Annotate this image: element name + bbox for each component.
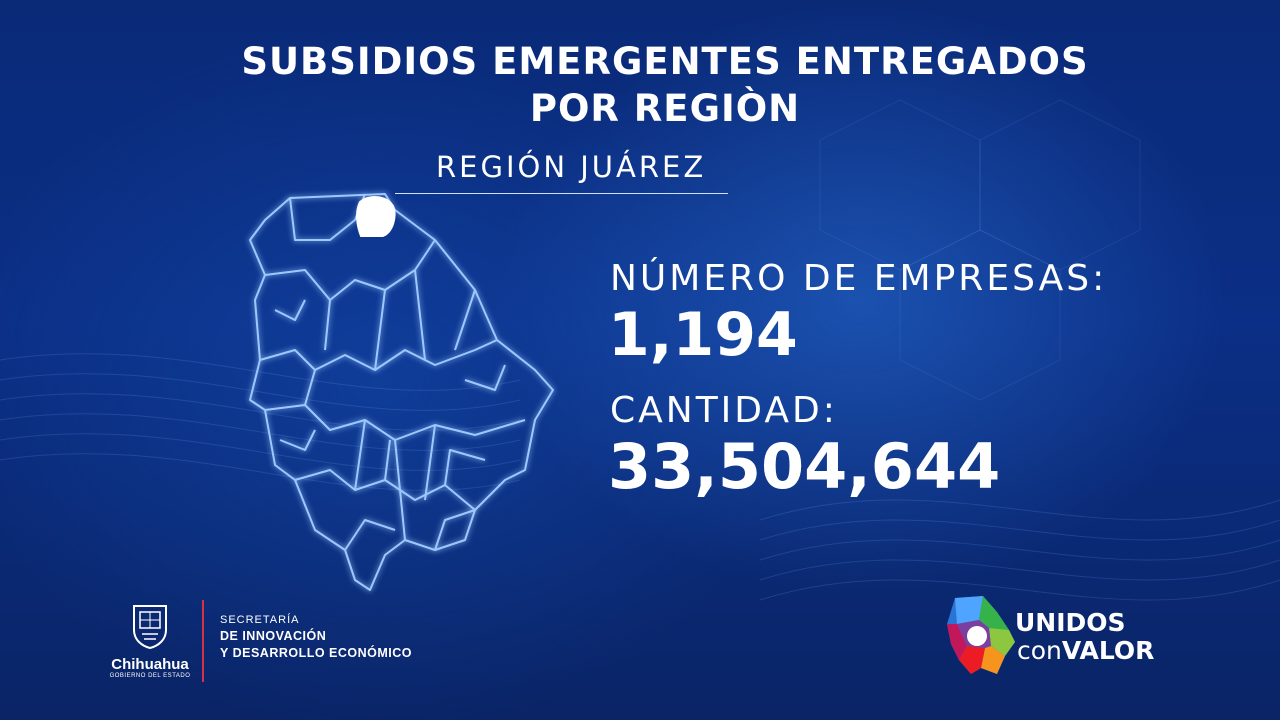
cantidad-value: 33,504,644 bbox=[608, 430, 1001, 503]
gov-subtitle: GOBIERNO DEL ESTADO bbox=[109, 673, 191, 679]
region-callout-line bbox=[395, 193, 728, 194]
campaign-logo: UNIDOS conVALOR bbox=[945, 590, 1185, 680]
chihuahua-map-icon bbox=[249, 193, 554, 591]
cantidad-label: CANTIDAD: bbox=[610, 390, 838, 431]
secretaria-line-3: Y DESARROLLO ECONÓMICO bbox=[220, 646, 413, 660]
title-line-1: SUBSIDIOS EMERGENTES ENTREGADOS bbox=[241, 40, 1089, 83]
juarez-region-highlight bbox=[356, 196, 396, 237]
empresas-value: 1,194 bbox=[608, 300, 798, 370]
page-title: SUBSIDIOS EMERGENTES ENTREGADOS POR REGI… bbox=[0, 38, 1280, 132]
colorful-state-logo-icon bbox=[947, 596, 1015, 674]
secretaria-logo: SECRETARÍA DE INNOVACIÓN Y DESARROLLO EC… bbox=[220, 614, 412, 660]
secretaria-line-2: DE INNOVACIÓN bbox=[220, 629, 327, 643]
empresas-label: NÚMERO DE EMPRESAS: bbox=[610, 258, 1108, 299]
campaign-line-2: conVALOR bbox=[1017, 636, 1154, 665]
secretaria-line-1: SECRETARÍA bbox=[220, 614, 300, 626]
gov-logo: Chihuahua GOBIERNO DEL ESTADO bbox=[100, 602, 200, 682]
campaign-line-1: UNIDOS bbox=[1015, 608, 1126, 637]
state-seal-icon bbox=[133, 605, 167, 650]
region-label: REGIÓN JUÁREZ bbox=[436, 150, 707, 184]
gov-name: Chihuahua bbox=[111, 656, 189, 673]
title-line-2: POR REGIÒN bbox=[529, 87, 801, 130]
campaign-valor: VALOR bbox=[1061, 636, 1155, 665]
footer-divider bbox=[202, 600, 204, 682]
campaign-con: con bbox=[1017, 636, 1062, 665]
